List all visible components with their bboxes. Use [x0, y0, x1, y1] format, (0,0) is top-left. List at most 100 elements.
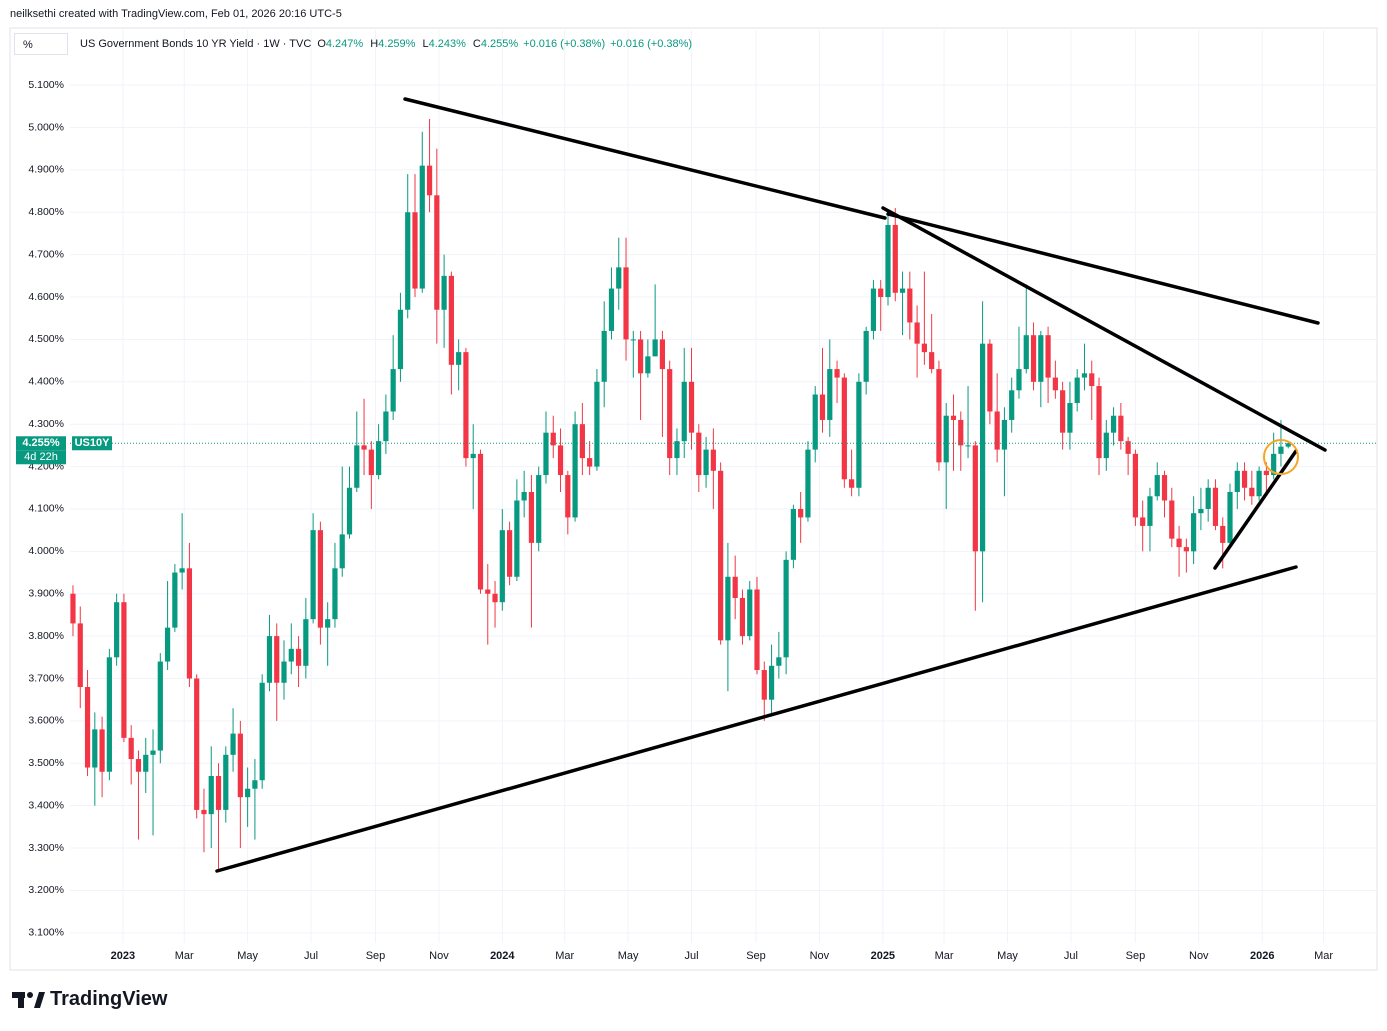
candle-body — [390, 369, 396, 412]
candle-body — [696, 432, 702, 476]
candle-body — [194, 678, 200, 810]
candle-body — [834, 369, 840, 378]
candle-body — [667, 369, 673, 459]
candle-body — [681, 381, 687, 442]
candle-body — [1110, 415, 1117, 433]
y-tick-label: 3.400% — [28, 799, 64, 811]
candle-body — [274, 636, 280, 683]
y-tick-label: 4.900% — [28, 164, 64, 176]
y-tick-label: 4.000% — [28, 545, 64, 557]
y-tick-label: 4.100% — [28, 503, 64, 515]
candle-body — [987, 343, 993, 412]
candle-body — [477, 453, 484, 590]
candle-body — [768, 665, 775, 700]
candle-body — [557, 445, 564, 476]
candle-body — [907, 288, 913, 323]
y-tick-label: 3.100% — [28, 927, 64, 939]
candle-body — [1016, 369, 1022, 391]
candle-body — [1198, 508, 1204, 514]
y-tick-label: 3.800% — [28, 630, 64, 642]
candle-body — [710, 449, 716, 471]
candle-body — [994, 411, 1000, 450]
candle-body — [332, 568, 338, 620]
candle-body — [143, 754, 149, 772]
candle-body — [725, 576, 731, 641]
candle-body — [1060, 390, 1066, 433]
candle-body — [1220, 525, 1226, 543]
candle-body — [121, 602, 127, 738]
candle-body — [1001, 419, 1008, 450]
ohlc-value: 4.247% — [325, 38, 364, 50]
chart-frame — [9, 27, 1378, 971]
x-tick-label: Mar — [1314, 950, 1333, 962]
candle-body — [135, 759, 142, 772]
candle-body — [361, 445, 367, 450]
ohlc-value: 4.259% — [378, 38, 416, 50]
candles — [70, 119, 1377, 870]
candle-body — [1096, 386, 1102, 459]
candle-body — [798, 508, 804, 518]
x-tick-label: May — [618, 950, 639, 962]
candle-body — [652, 339, 658, 357]
price-badge — [16, 436, 66, 451]
y-tick-label: 4.300% — [28, 418, 64, 430]
ohlc-value: 4.243% — [428, 38, 466, 50]
candle-body — [528, 492, 535, 543]
countdown: 4d 22h — [24, 451, 58, 463]
candle-body — [921, 343, 927, 353]
candle-body — [659, 339, 666, 370]
candle-body — [215, 775, 222, 810]
y-tick-label: 4.400% — [28, 376, 64, 388]
candle-body — [783, 559, 789, 658]
candle-body — [1241, 470, 1248, 488]
candle-body — [223, 754, 229, 810]
candle-body — [1191, 513, 1197, 552]
candle-body — [252, 780, 258, 789]
x-tick-label: Sep — [1126, 950, 1146, 962]
candle-body — [521, 492, 527, 501]
candle-body — [1176, 538, 1182, 548]
candle-body — [703, 449, 709, 476]
y-tick-label: 3.700% — [28, 672, 64, 684]
x-tick-label: Nov — [1189, 950, 1209, 962]
candle-body — [114, 602, 120, 658]
candle-body — [1052, 377, 1058, 391]
candle-body — [1125, 441, 1131, 454]
symbol-label: US10Y — [75, 437, 111, 449]
candle-body — [885, 224, 891, 298]
x-tick-label: Mar — [175, 950, 194, 962]
candle-body — [965, 445, 971, 447]
y-tick-label: 3.600% — [28, 715, 64, 727]
candle-body — [157, 661, 163, 751]
candle-body — [637, 339, 644, 374]
candle-body — [805, 449, 811, 518]
candle-body — [1081, 373, 1088, 378]
trendline — [886, 212, 1320, 325]
candle-body — [1074, 377, 1080, 403]
candle-body — [128, 737, 134, 760]
candle-body — [470, 453, 476, 459]
candle-body — [1161, 475, 1168, 501]
price-label: 4.255% — [22, 437, 60, 449]
legend: % US Government Bonds 10 YR Yield · 1W ·… — [14, 33, 697, 55]
candle-body — [1285, 443, 1291, 447]
candle-body — [1271, 453, 1277, 476]
candle-body — [1030, 335, 1037, 382]
candle-body — [841, 377, 847, 480]
candle-body — [1227, 492, 1233, 543]
candle-body — [550, 432, 556, 446]
y-tick-label: 4.700% — [28, 248, 64, 260]
unit-button[interactable]: % — [14, 33, 68, 55]
candle-body — [1089, 373, 1095, 387]
candle-body — [230, 733, 236, 755]
candle-body — [1147, 496, 1153, 526]
candle-body — [405, 212, 411, 310]
x-tick-label: 2026 — [1250, 950, 1274, 962]
trendlines — [215, 97, 1327, 873]
candle-body — [172, 572, 178, 628]
candle-body — [77, 623, 83, 687]
candle-body — [616, 267, 622, 289]
candle-body — [514, 500, 520, 577]
candle-body — [1212, 487, 1219, 526]
